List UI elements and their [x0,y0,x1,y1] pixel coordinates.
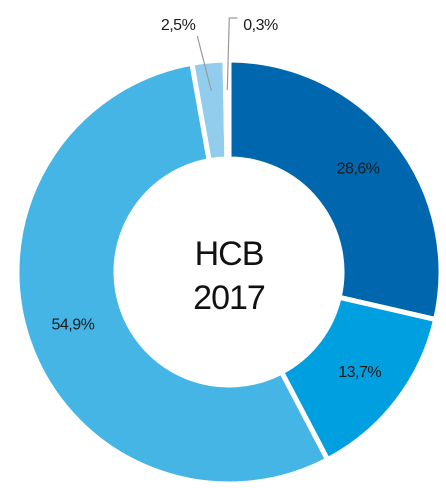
donut-segment [278,294,439,464]
data-label: 54,9% [51,317,94,334]
data-label: 13,7% [338,364,381,381]
data-label: 2,5% [161,17,196,34]
donut-segment [226,57,444,323]
donut-segment [14,60,331,487]
donut-segment [222,57,232,162]
data-label: 0,3% [243,17,278,34]
leader-line [226,17,238,91]
center-label: 2017 [193,279,265,317]
center-label: HCB [195,235,264,273]
leader-line [196,35,212,92]
data-label: 28,6% [337,160,380,177]
